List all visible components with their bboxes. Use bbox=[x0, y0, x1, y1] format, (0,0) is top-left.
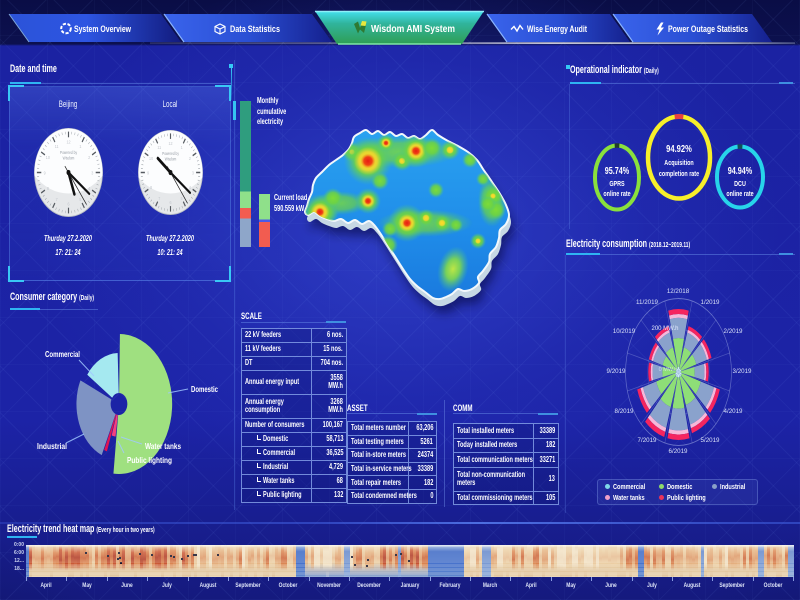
svg-text:2/2019: 2/2019 bbox=[724, 328, 743, 335]
svg-text:2: 2 bbox=[189, 155, 192, 161]
svg-text:10: 10 bbox=[46, 155, 51, 161]
svg-text:6: 6 bbox=[67, 201, 70, 207]
svg-text:9: 9 bbox=[44, 170, 47, 176]
svg-text:8/2019: 8/2019 bbox=[615, 408, 634, 415]
svg-text:1/2019: 1/2019 bbox=[701, 299, 720, 306]
svg-text:5/2019: 5/2019 bbox=[701, 437, 720, 444]
svg-text:5: 5 bbox=[181, 196, 184, 202]
svg-text:9/2019: 9/2019 bbox=[607, 368, 626, 375]
svg-text:2: 2 bbox=[88, 155, 91, 161]
svg-text:Power Outage Statistics: Power Outage Statistics bbox=[668, 24, 748, 35]
svg-text:Public lighting: Public lighting bbox=[127, 455, 172, 465]
svg-text:3: 3 bbox=[192, 170, 195, 176]
svg-text:Wise Energy Audit: Wise Energy Audit bbox=[527, 24, 588, 35]
svg-text:6/2019: 6/2019 bbox=[669, 448, 688, 455]
svg-text:4: 4 bbox=[189, 185, 192, 191]
svg-text:12/2018: 12/2018 bbox=[667, 288, 690, 295]
svg-text:0 MW.h: 0 MW.h bbox=[659, 367, 678, 373]
svg-text:11/2019: 11/2019 bbox=[636, 299, 658, 306]
svg-text:Wisdom AMI System: Wisdom AMI System bbox=[371, 23, 455, 35]
svg-text:4/2019: 4/2019 bbox=[724, 408, 743, 415]
svg-text:12: 12 bbox=[66, 139, 71, 145]
svg-text:1: 1 bbox=[79, 143, 82, 149]
svg-text:Wisdom: Wisdom bbox=[165, 157, 177, 161]
svg-text:System Overview: System Overview bbox=[74, 24, 131, 35]
svg-text:1: 1 bbox=[181, 145, 184, 151]
svg-text:8: 8 bbox=[47, 185, 50, 191]
svg-text:4: 4 bbox=[88, 185, 91, 191]
svg-text:7: 7 bbox=[158, 196, 161, 202]
svg-text:Commercial: Commercial bbox=[45, 349, 80, 359]
svg-text:3: 3 bbox=[91, 170, 94, 176]
svg-text:10/2019: 10/2019 bbox=[613, 328, 636, 335]
svg-text:Powered by: Powered by bbox=[60, 151, 77, 155]
svg-text:7/2019: 7/2019 bbox=[638, 437, 657, 444]
svg-text:200 MW.h: 200 MW.h bbox=[651, 326, 678, 332]
svg-text:Water tanks: Water tanks bbox=[145, 441, 181, 451]
svg-text:6: 6 bbox=[169, 199, 172, 205]
svg-text:Data Statistics: Data Statistics bbox=[230, 24, 280, 35]
svg-text:Industrial: Industrial bbox=[37, 441, 67, 451]
svg-text:5: 5 bbox=[79, 197, 82, 203]
svg-text:3/2019: 3/2019 bbox=[733, 368, 752, 375]
svg-text:Powered by: Powered by bbox=[162, 152, 179, 156]
svg-text:Domestic: Domestic bbox=[191, 384, 218, 394]
svg-text:11: 11 bbox=[55, 143, 59, 149]
svg-text:8: 8 bbox=[150, 185, 153, 191]
svg-text:11: 11 bbox=[157, 145, 161, 151]
svg-text:10: 10 bbox=[149, 155, 154, 161]
svg-text:7: 7 bbox=[56, 197, 59, 203]
svg-text:12: 12 bbox=[168, 141, 173, 147]
svg-text:Wisdom: Wisdom bbox=[63, 156, 75, 160]
svg-text:9: 9 bbox=[147, 170, 150, 176]
